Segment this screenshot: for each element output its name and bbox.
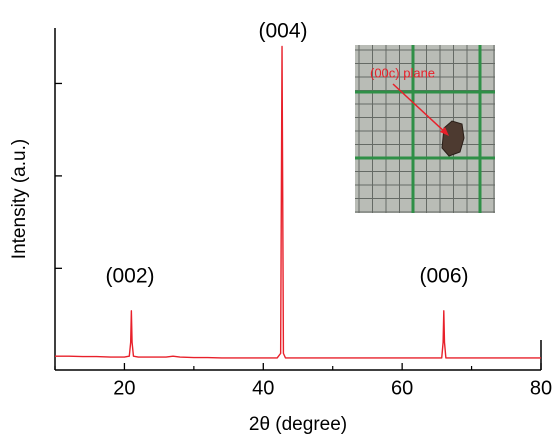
peak-annotation: (006) bbox=[419, 265, 468, 288]
arrow bbox=[392, 83, 448, 135]
arrow-head bbox=[440, 127, 449, 136]
inset-photo: (00c) plane bbox=[355, 45, 495, 213]
x-tick-label: 60 bbox=[391, 377, 413, 399]
x-axis-title: 2θ (degree) bbox=[249, 414, 347, 435]
crystal-flake bbox=[441, 120, 465, 157]
x-tick-label: 40 bbox=[252, 377, 274, 399]
y-axis-title: Intensity (a.u.) bbox=[9, 139, 30, 259]
data-line bbox=[55, 45, 541, 359]
inset-label: (00c) plane bbox=[370, 65, 435, 80]
x-tick-label: 20 bbox=[113, 377, 135, 399]
peak-annotation: (004) bbox=[258, 20, 307, 43]
peak-annotation: (002) bbox=[105, 265, 154, 288]
x-tick-label: 80 bbox=[530, 377, 552, 399]
